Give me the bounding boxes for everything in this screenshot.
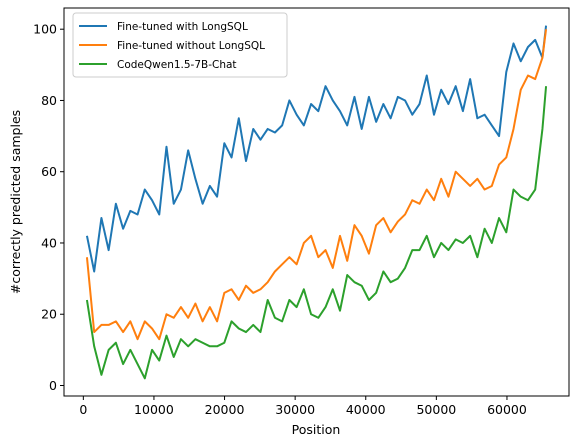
- x-tick-label: 50000: [416, 402, 456, 417]
- legend-label: Fine-tuned without LongSQL: [117, 40, 265, 52]
- y-tick-label: 80: [41, 93, 57, 108]
- x-axis-label: Position: [292, 422, 341, 437]
- series-line: [85, 25, 548, 273]
- x-tick-label: 20000: [205, 402, 245, 417]
- y-tick-label: 40: [41, 235, 57, 250]
- legend-label: CodeQwen1.5-7B-Chat: [117, 59, 237, 71]
- y-tick-label: 0: [49, 378, 57, 393]
- x-tick-label: 0: [79, 402, 87, 417]
- y-tick-label: 20: [41, 307, 57, 322]
- y-axis-label: #correctly predicted samples: [8, 110, 23, 294]
- plot-frame: [63, 7, 570, 397]
- y-tick-label: 100: [33, 22, 57, 37]
- legend-box: [72, 12, 288, 78]
- series-line: [85, 86, 548, 380]
- x-tick-label: 60000: [487, 402, 527, 417]
- legend-label: Fine-tuned with LongSQL: [117, 21, 248, 33]
- y-tick-label: 60: [41, 164, 57, 179]
- x-tick-label: 30000: [275, 402, 315, 417]
- x-tick-label: 10000: [134, 402, 174, 417]
- series-line: [85, 29, 548, 341]
- x-tick-label: 40000: [346, 402, 386, 417]
